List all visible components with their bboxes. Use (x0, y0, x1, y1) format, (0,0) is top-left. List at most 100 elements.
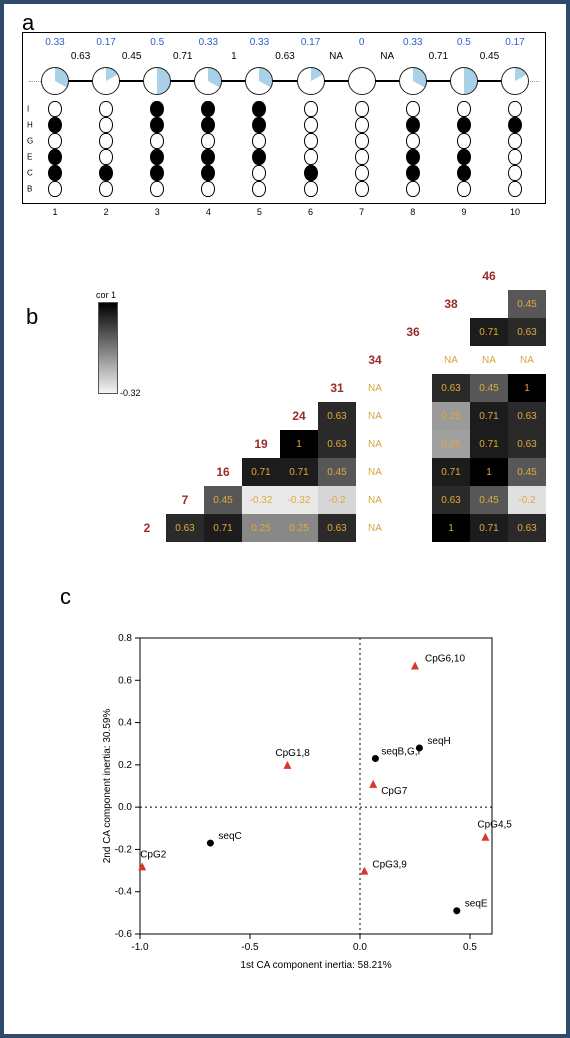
dot-G-5 (252, 133, 266, 149)
connector-2 (119, 80, 144, 82)
dot-E-8 (406, 149, 420, 165)
hm-cell-r6-c7: 0.25 (432, 430, 470, 458)
panel-a-xtick-2: 2 (104, 207, 109, 217)
hm-diag-46: 46 (482, 269, 495, 283)
dot-B-5 (252, 181, 266, 197)
dot-H-5 (252, 117, 266, 133)
panel-b: cor 1 -0.32 4638363431241916720.450.710.… (74, 250, 564, 546)
panel-a-xtick-7: 7 (359, 207, 364, 217)
dot-C-8 (406, 165, 420, 181)
dot-G-1 (48, 133, 62, 149)
pie-1 (41, 67, 69, 95)
hm-cell-r8-c5: NA (356, 486, 394, 514)
scatter-svg: -1.0-0.50.00.5-0.6-0.4-0.20.00.20.40.60.… (92, 624, 512, 984)
connector-3 (170, 80, 195, 82)
hm-diag-36: 36 (406, 325, 419, 339)
hm-diag-16: 16 (216, 465, 229, 479)
hm-cell-r3-c7: NA (432, 346, 470, 374)
hm-cell-r9-c9: 0.63 (508, 514, 546, 542)
dot-G-10 (508, 133, 522, 149)
hm-cell-r9-c1: 0.71 (204, 514, 242, 542)
hm-cell-r7-c3: 0.71 (280, 458, 318, 486)
row-label-B: B (27, 185, 33, 194)
dot-B-9 (457, 181, 471, 197)
dot-H-6 (304, 117, 318, 133)
pie-9 (450, 67, 478, 95)
hm-cell-r4-c9: 1 (508, 374, 546, 402)
svg-text:0.0: 0.0 (353, 942, 367, 953)
hm-cell-r6-c5: NA (356, 430, 394, 458)
panel-a-blue-4: 0.33 (199, 37, 218, 48)
svg-text:CpG2: CpG2 (140, 849, 167, 860)
dot-C-1 (48, 165, 62, 181)
panel-a-blue-3: 0.5 (150, 37, 164, 48)
hm-cell-r9-c3: 0.25 (280, 514, 318, 542)
dot-H-10 (508, 117, 522, 133)
panel-a-xtick-3: 3 (155, 207, 160, 217)
dot-E-9 (457, 149, 471, 165)
hm-cell-r2-c8: 0.71 (470, 318, 508, 346)
dot-H-4 (201, 117, 215, 133)
dot-C-6 (304, 165, 318, 181)
dot-H-9 (457, 117, 471, 133)
dot-C-3 (150, 165, 164, 181)
panel-a-black-2: 0.45 (122, 51, 141, 62)
hm-diag-34: 34 (368, 353, 381, 367)
dot-I-9 (457, 101, 471, 117)
hm-cell-r8-c1: 0.45 (204, 486, 242, 514)
pie-2 (92, 67, 120, 95)
dot-H-8 (406, 117, 420, 133)
panel-a-xtick-1: 1 (52, 207, 57, 217)
panel-a-black-9: 0.45 (480, 51, 499, 62)
hm-diag-24: 24 (292, 409, 305, 423)
hm-cell-r8-c9: -0.2 (508, 486, 546, 514)
dot-E-6 (304, 149, 318, 165)
panel-a-black-1: 0.63 (71, 51, 90, 62)
hm-cell-r8-c3: -0.32 (280, 486, 318, 514)
svg-text:seqH: seqH (427, 736, 450, 747)
pie-7 (348, 67, 376, 95)
dot-G-8 (406, 133, 420, 149)
figure-page: a b c 0.330.6310.170.4520.50.7130.33140.… (0, 0, 570, 1038)
dot-C-4 (201, 165, 215, 181)
dot-G-7 (355, 133, 369, 149)
hm-diag-2: 2 (144, 521, 151, 535)
dot-E-4 (201, 149, 215, 165)
panel-a-blue-9: 0.5 (457, 37, 471, 48)
hm-cell-r5-c9: 0.63 (508, 402, 546, 430)
row-label-I: I (27, 105, 30, 114)
hm-cell-r5-c5: NA (356, 402, 394, 430)
hm-cell-r6-c8: 0.71 (470, 430, 508, 458)
hm-cell-r7-c7: 0.71 (432, 458, 470, 486)
hm-cell-r1-c9: 0.45 (508, 290, 546, 318)
dot-C-5 (252, 165, 266, 181)
dot-H-1 (48, 117, 62, 133)
hm-cell-r8-c4: -0.2 (318, 486, 356, 514)
hm-cell-r6-c3: 1 (280, 430, 318, 458)
hm-cell-r7-c9: 0.45 (508, 458, 546, 486)
heatmap-legend-title: cor 1 (96, 290, 116, 300)
hm-cell-r9-c8: 0.71 (470, 514, 508, 542)
panel-a-blue-1: 0.33 (45, 37, 64, 48)
dot-E-7 (355, 149, 369, 165)
hm-cell-r2-c9: 0.63 (508, 318, 546, 346)
svg-text:0.4: 0.4 (118, 718, 132, 729)
hm-cell-r9-c5: NA (356, 514, 394, 542)
svg-text:CpG1,8: CpG1,8 (275, 748, 310, 759)
dot-B-7 (355, 181, 369, 197)
panel-a-black-7: NA (380, 51, 394, 62)
dot-E-2 (99, 149, 113, 165)
svg-text:CpG3,9: CpG3,9 (372, 860, 407, 871)
hm-cell-r9-c4: 0.63 (318, 514, 356, 542)
panel-a-blue-2: 0.17 (96, 37, 115, 48)
hm-cell-r6-c4: 0.63 (318, 430, 356, 458)
svg-text:0.6: 0.6 (118, 675, 132, 686)
pie-8 (399, 67, 427, 95)
svg-text:-0.2: -0.2 (115, 844, 133, 855)
dot-H-7 (355, 117, 369, 133)
dot-B-1 (48, 181, 62, 197)
panel-a-xtick-8: 8 (410, 207, 415, 217)
panel-a-xtick-5: 5 (257, 207, 262, 217)
hm-cell-r9-c2: 0.25 (242, 514, 280, 542)
panel-a-blue-8: 0.33 (403, 37, 422, 48)
